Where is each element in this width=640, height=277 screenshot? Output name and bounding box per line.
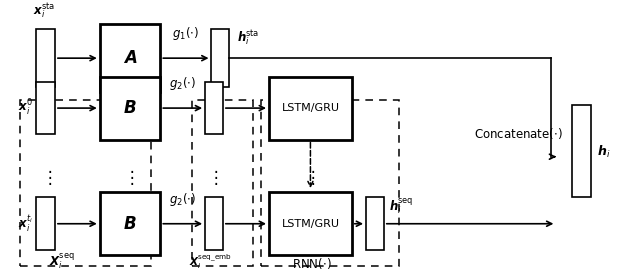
Text: $\boldsymbol{h}_i^{\mathrm{seq}}$: $\boldsymbol{h}_i^{\mathrm{seq}}$	[389, 196, 413, 216]
Bar	[269, 76, 352, 140]
Text: $\boldsymbol{h}_i^{\mathrm{sta}}$: $\boldsymbol{h}_i^{\mathrm{sta}}$	[237, 29, 259, 48]
Bar	[36, 29, 55, 87]
Text: $\vdots$: $\vdots$	[304, 168, 316, 187]
Bar	[205, 82, 223, 134]
Text: $g_1(\cdot)$: $g_1(\cdot)$	[172, 25, 200, 42]
Text: LSTM/GRU: LSTM/GRU	[282, 103, 339, 113]
Bar	[100, 24, 161, 92]
Bar	[269, 192, 352, 255]
Bar	[36, 82, 55, 134]
Bar	[36, 198, 55, 250]
Text: $\vdots$: $\vdots$	[123, 168, 134, 187]
Text: $\boldsymbol{X}_i^{\mathrm{seq\_emb}}$: $\boldsymbol{X}_i^{\mathrm{seq\_emb}}$	[189, 252, 232, 271]
Bar	[205, 198, 223, 250]
Bar	[211, 29, 229, 87]
Text: $\vdots$: $\vdots$	[207, 168, 218, 187]
Bar	[100, 76, 161, 140]
Bar	[261, 100, 399, 266]
Text: $\boldsymbol{B}$: $\boldsymbol{B}$	[124, 215, 137, 233]
Text: $\boldsymbol{x}_i^{\mathrm{sta}}$: $\boldsymbol{x}_i^{\mathrm{sta}}$	[33, 2, 55, 21]
Text: LSTM/GRU: LSTM/GRU	[282, 219, 339, 229]
Text: $\boldsymbol{x}_i^0$: $\boldsymbol{x}_i^0$	[18, 98, 33, 118]
Text: $\boldsymbol{B}$: $\boldsymbol{B}$	[124, 99, 137, 117]
Text: $\boldsymbol{x}_i^{t_i}$: $\boldsymbol{x}_i^{t_i}$	[18, 213, 33, 234]
Text: $\mathrm{RNN}(\cdot)$: $\mathrm{RNN}(\cdot)$	[292, 256, 332, 271]
Bar	[20, 100, 151, 266]
Bar	[572, 106, 591, 198]
Bar	[100, 192, 161, 255]
Text: $g_2(\cdot)$: $g_2(\cdot)$	[169, 191, 196, 208]
Text: $\boldsymbol{h}_i$: $\boldsymbol{h}_i$	[596, 143, 610, 160]
Text: $g_2(\cdot)$: $g_2(\cdot)$	[169, 75, 196, 92]
Bar	[192, 100, 253, 266]
Text: $\boldsymbol{A}$: $\boldsymbol{A}$	[123, 49, 138, 67]
Text: Concatenate$(\cdot)$: Concatenate$(\cdot)$	[474, 126, 563, 141]
Text: $\boldsymbol{X}_i^{\mathrm{seq}}$: $\boldsymbol{X}_i^{\mathrm{seq}}$	[49, 251, 74, 271]
Text: $\vdots$: $\vdots$	[41, 168, 52, 187]
Bar	[366, 198, 384, 250]
